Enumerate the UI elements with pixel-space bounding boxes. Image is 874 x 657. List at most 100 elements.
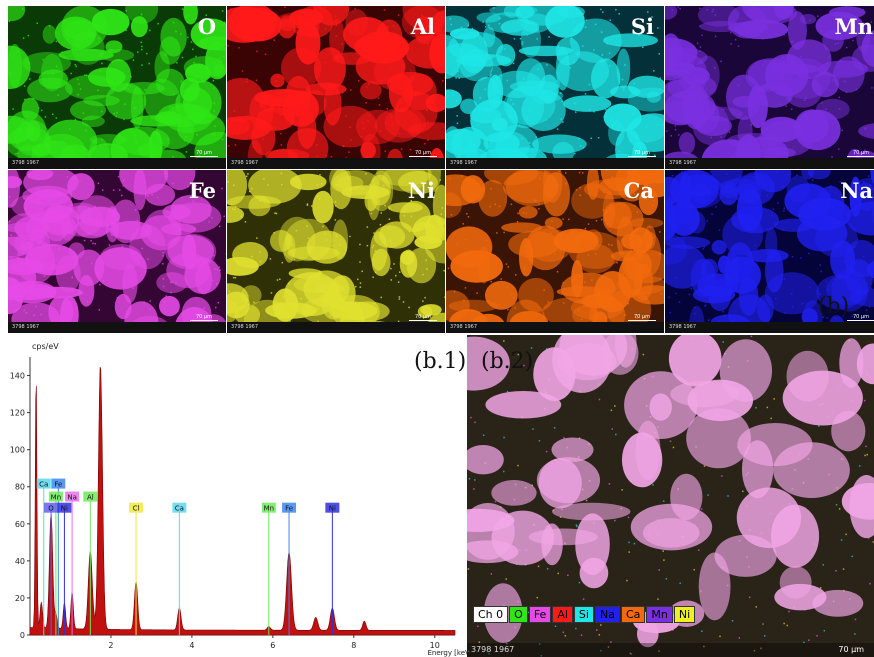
overlay-speckle — [609, 483, 611, 485]
x-tick-label: 6 — [270, 641, 275, 650]
marker-label-o: O — [48, 505, 54, 513]
overlay-speckle — [841, 539, 843, 541]
map-scale-bar: 70 µm — [847, 314, 874, 321]
legend-na: Na — [595, 606, 620, 623]
map-label-mn: Mn — [834, 14, 873, 39]
overlay-speckle — [719, 636, 721, 638]
overlay-speckle — [546, 451, 548, 453]
overlay-speckle — [855, 619, 857, 621]
overlay-speckle — [859, 465, 861, 467]
overlay-speckle — [567, 574, 569, 576]
spectrum-svg: 0204060801001201402 4 6 8 10cps/eVEnergy [ke… — [0, 335, 470, 657]
overlay-speckle — [532, 428, 534, 430]
overlay-speckle — [749, 597, 751, 599]
overlay-speckle — [698, 549, 700, 551]
map-label-si: Si — [631, 14, 654, 39]
overlay-speckle — [554, 427, 556, 429]
overlay-speckle — [505, 578, 507, 580]
overlay-speckle — [634, 543, 636, 545]
overlay-footer: 3798 1967 70 µm — [467, 643, 874, 657]
map-si: Si 3798 1967 70 µm — [446, 6, 664, 169]
overlay-speckle — [701, 508, 703, 510]
overlay-speckle — [583, 598, 585, 600]
map-scale-bar: 70 µm — [409, 150, 437, 157]
overlay-speckle — [503, 437, 505, 439]
overlay-legend: Ch 0 O Fe Al Si Na Ca Mn Ni — [473, 606, 696, 623]
overlay-speckle — [693, 569, 695, 571]
overlay-speckle — [473, 488, 475, 490]
overlay-speckle — [824, 630, 826, 632]
overlay-particle — [771, 505, 819, 568]
x-axis-label: Energy [keV] — [427, 649, 470, 657]
overlay-speckle — [468, 568, 470, 570]
x-tick-label: 4 — [189, 641, 194, 650]
overlay-speckle — [469, 478, 471, 480]
y-tick-label: 20 — [15, 594, 25, 603]
overlay-speckle — [555, 625, 557, 627]
marker-label-fe: Fe — [285, 505, 293, 513]
overlay-particle — [649, 393, 671, 420]
y-tick-label: 60 — [15, 520, 25, 529]
overlay-speckle — [579, 582, 581, 584]
map-ni: Ni 3798 1967 70 µm — [227, 170, 445, 333]
overlay-particle — [699, 552, 731, 620]
overlay-particle — [643, 518, 700, 547]
overlay-speckle — [673, 447, 675, 449]
overlay-particle — [622, 433, 662, 488]
overlay-footer-text: 3798 1967 — [471, 645, 514, 654]
map-footer: 3798 1967 — [227, 158, 445, 169]
legend-ca: Ca — [621, 606, 645, 623]
marker-label-mn: Mn — [264, 505, 274, 513]
overlay-speckle — [517, 465, 519, 467]
overlay-speckle — [666, 578, 668, 580]
overlay-speckle — [503, 340, 505, 342]
overlay-speckle — [866, 454, 868, 456]
overlay-speckle — [663, 500, 665, 502]
map-footer: 3798 1967 — [446, 322, 664, 333]
marker-label-ca: Ca — [39, 481, 48, 489]
overlay-speckle — [739, 637, 741, 639]
overlay-speckle — [865, 446, 867, 448]
overlay-speckle — [599, 634, 601, 636]
y-tick-label: 40 — [15, 557, 25, 566]
overlay-particle — [529, 529, 598, 546]
eds-spectrum-chart: 0 20 40 60 80 100 120 140 2 4 6 8 10 cps/eV Energy [ke… — [0, 335, 470, 657]
overlay-speckle — [557, 573, 559, 575]
overlay-speckle — [626, 580, 628, 582]
map-mn: Mn 3798 1967 70 µm — [665, 6, 874, 169]
overlay-speckle — [537, 597, 539, 599]
marker-label-ni: Ni — [61, 505, 68, 513]
overlay-speckle — [662, 550, 664, 552]
marker-label-ca: Ca — [175, 505, 184, 513]
legend-ni: Ni — [674, 606, 695, 623]
overlay-speckle — [836, 504, 838, 506]
overlay-speckle — [658, 569, 660, 571]
panel-tag-b: (b) — [818, 294, 849, 319]
overlay-speckle — [732, 620, 734, 622]
panel-tag-b1: (b.1) — [414, 349, 466, 374]
overlay-particle — [575, 513, 610, 575]
map-ca: Ca 3798 1967 70 µm — [446, 170, 664, 333]
marker-label-fe: Fe — [54, 481, 62, 489]
overlay-speckle — [652, 484, 654, 486]
map-footer: 3798 1967 — [8, 158, 226, 169]
overlay-speckle — [767, 407, 769, 409]
map-footer: 3798 1967 — [665, 322, 874, 333]
overlay-speckle — [670, 441, 672, 443]
overlay-speckle — [599, 399, 601, 401]
overlay-speckle — [483, 435, 485, 437]
legend-si: Si — [574, 606, 594, 623]
overlay-speckle — [576, 524, 578, 526]
x-tick-label: 8 — [351, 641, 356, 650]
overlay-speckle — [615, 434, 617, 436]
legend-o: O — [509, 606, 528, 623]
y-tick-label: 0 — [20, 631, 25, 640]
overlay-speckle — [576, 526, 578, 528]
overlay-speckle — [470, 417, 472, 419]
overlay-speckle — [808, 639, 810, 641]
overlay-speckle — [621, 489, 623, 491]
overlay-speckle — [756, 606, 758, 608]
map-label-na: Na — [840, 178, 873, 203]
overlay-speckle — [835, 570, 837, 572]
overlay-speckle — [474, 479, 476, 481]
